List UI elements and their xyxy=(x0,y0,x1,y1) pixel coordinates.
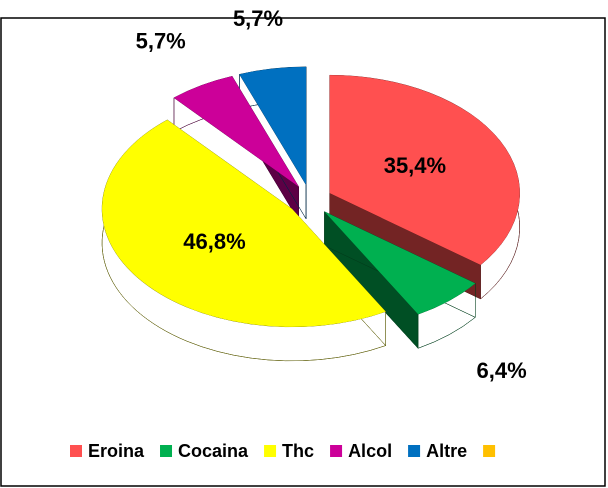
legend-label: Cocaina xyxy=(178,441,249,461)
slice-tops xyxy=(102,66,520,327)
legend-swatch xyxy=(408,445,421,457)
legend-label: Thc xyxy=(282,441,314,461)
legend: Eroina Cocaina Thc Alcol Altre xyxy=(70,441,496,461)
data-label: 6,4% xyxy=(477,358,527,383)
data-label: 46,8% xyxy=(183,229,245,254)
slice xyxy=(102,119,386,327)
legend-label: Eroina xyxy=(88,441,145,461)
legend-swatch xyxy=(160,445,173,457)
slice xyxy=(329,75,520,265)
legend-label: Altre xyxy=(426,441,467,461)
legend-swatch xyxy=(483,445,496,457)
slice xyxy=(173,76,299,187)
legend-swatch xyxy=(264,445,277,457)
legend-swatch xyxy=(330,445,343,457)
legend-label: Alcol xyxy=(348,441,392,461)
slice xyxy=(324,211,476,315)
data-label: 35,4% xyxy=(384,153,446,178)
slice xyxy=(239,66,307,185)
data-label: 5,7% xyxy=(136,29,186,54)
legend-swatch xyxy=(70,445,82,457)
data-label: 5,7% xyxy=(233,6,283,31)
